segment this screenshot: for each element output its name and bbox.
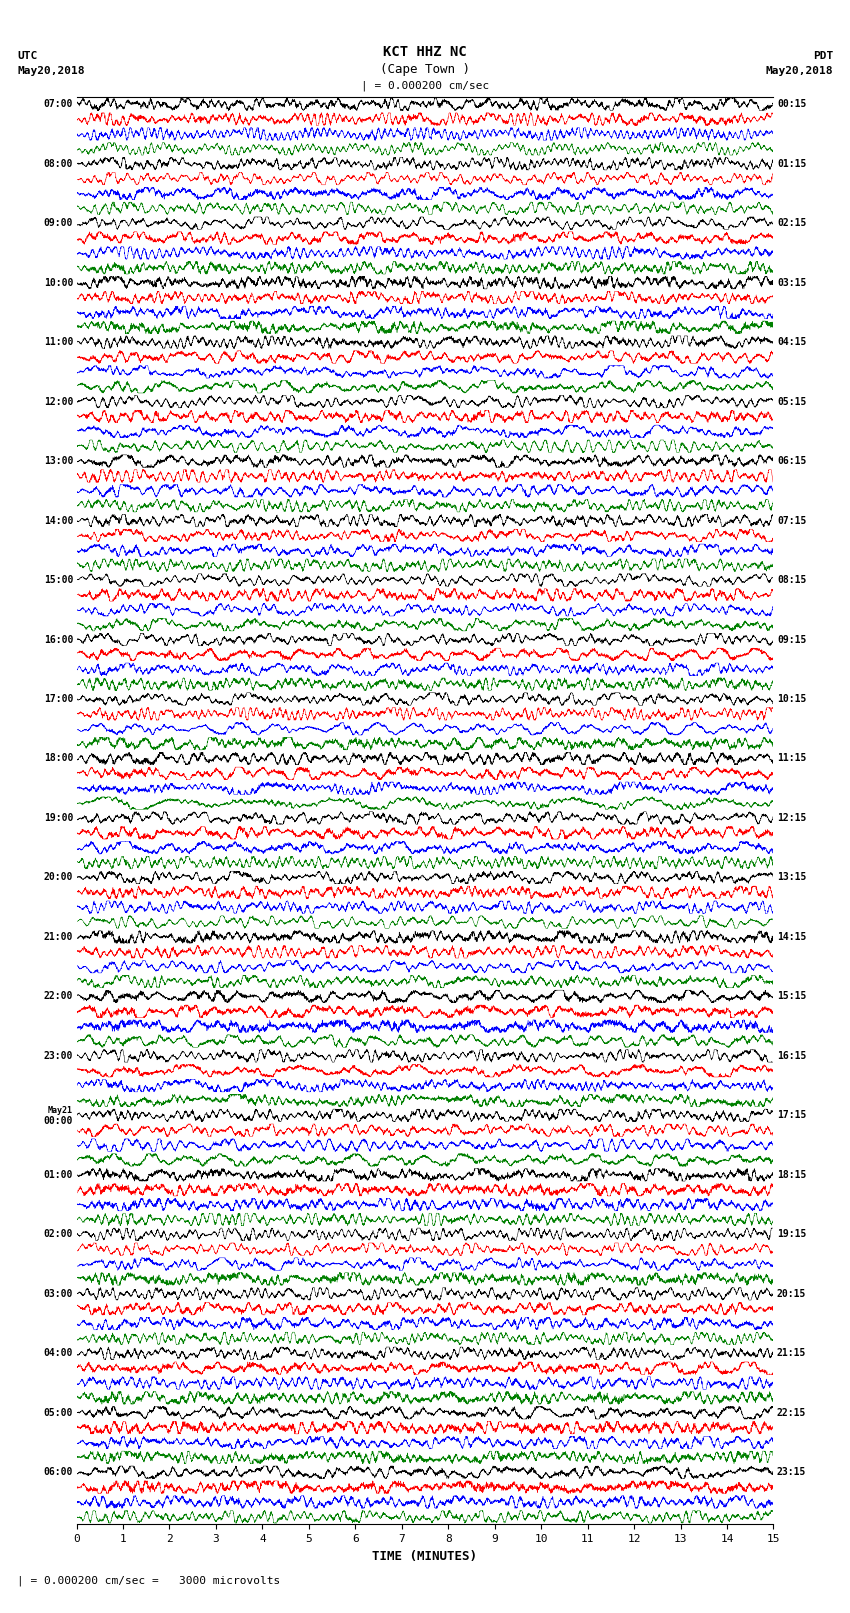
Text: 09:00: 09:00 bbox=[43, 218, 73, 227]
Text: 15:15: 15:15 bbox=[777, 992, 807, 1002]
Text: 05:15: 05:15 bbox=[777, 397, 807, 406]
Text: 07:00: 07:00 bbox=[43, 100, 73, 110]
Text: 11:15: 11:15 bbox=[777, 753, 807, 763]
Text: 17:00: 17:00 bbox=[43, 694, 73, 703]
Text: UTC: UTC bbox=[17, 52, 37, 61]
Text: May20,2018: May20,2018 bbox=[17, 66, 84, 76]
Text: 17:15: 17:15 bbox=[777, 1110, 807, 1121]
Text: 01:15: 01:15 bbox=[777, 158, 807, 169]
Text: 22:15: 22:15 bbox=[777, 1408, 807, 1418]
Text: May21: May21 bbox=[48, 1107, 73, 1116]
Text: 04:00: 04:00 bbox=[43, 1348, 73, 1358]
Text: 20:00: 20:00 bbox=[43, 873, 73, 882]
Text: 13:00: 13:00 bbox=[43, 456, 73, 466]
Text: 16:15: 16:15 bbox=[777, 1052, 807, 1061]
Text: 22:00: 22:00 bbox=[43, 992, 73, 1002]
Text: 03:15: 03:15 bbox=[777, 277, 807, 287]
Text: 10:15: 10:15 bbox=[777, 694, 807, 703]
Text: 06:15: 06:15 bbox=[777, 456, 807, 466]
Text: 23:00: 23:00 bbox=[43, 1052, 73, 1061]
Text: 04:15: 04:15 bbox=[777, 337, 807, 347]
Text: | = 0.000200 cm/sec =   3000 microvolts: | = 0.000200 cm/sec = 3000 microvolts bbox=[17, 1576, 280, 1586]
Text: 13:15: 13:15 bbox=[777, 873, 807, 882]
Text: 00:00: 00:00 bbox=[43, 1116, 73, 1126]
Text: KCT HHZ NC: KCT HHZ NC bbox=[383, 45, 467, 60]
Text: 10:00: 10:00 bbox=[43, 277, 73, 287]
Text: 21:00: 21:00 bbox=[43, 932, 73, 942]
Text: 11:00: 11:00 bbox=[43, 337, 73, 347]
Text: 23:15: 23:15 bbox=[777, 1468, 807, 1478]
Text: 14:15: 14:15 bbox=[777, 932, 807, 942]
Text: 05:00: 05:00 bbox=[43, 1408, 73, 1418]
Text: 08:00: 08:00 bbox=[43, 158, 73, 169]
Text: 14:00: 14:00 bbox=[43, 516, 73, 526]
Text: 15:00: 15:00 bbox=[43, 576, 73, 586]
Text: 18:00: 18:00 bbox=[43, 753, 73, 763]
Text: 18:15: 18:15 bbox=[777, 1169, 807, 1179]
Text: 03:00: 03:00 bbox=[43, 1289, 73, 1298]
Text: PDT: PDT bbox=[813, 52, 833, 61]
X-axis label: TIME (MINUTES): TIME (MINUTES) bbox=[372, 1550, 478, 1563]
Text: (Cape Town ): (Cape Town ) bbox=[380, 63, 470, 76]
Text: 02:15: 02:15 bbox=[777, 218, 807, 227]
Text: 19:15: 19:15 bbox=[777, 1229, 807, 1239]
Text: 19:00: 19:00 bbox=[43, 813, 73, 823]
Text: May20,2018: May20,2018 bbox=[766, 66, 833, 76]
Text: 09:15: 09:15 bbox=[777, 634, 807, 645]
Text: 21:15: 21:15 bbox=[777, 1348, 807, 1358]
Text: | = 0.000200 cm/sec: | = 0.000200 cm/sec bbox=[361, 81, 489, 90]
Text: 00:15: 00:15 bbox=[777, 100, 807, 110]
Text: 16:00: 16:00 bbox=[43, 634, 73, 645]
Text: 01:00: 01:00 bbox=[43, 1169, 73, 1179]
Text: 08:15: 08:15 bbox=[777, 576, 807, 586]
Text: 02:00: 02:00 bbox=[43, 1229, 73, 1239]
Text: 12:00: 12:00 bbox=[43, 397, 73, 406]
Text: 07:15: 07:15 bbox=[777, 516, 807, 526]
Text: 06:00: 06:00 bbox=[43, 1468, 73, 1478]
Text: 12:15: 12:15 bbox=[777, 813, 807, 823]
Text: 20:15: 20:15 bbox=[777, 1289, 807, 1298]
